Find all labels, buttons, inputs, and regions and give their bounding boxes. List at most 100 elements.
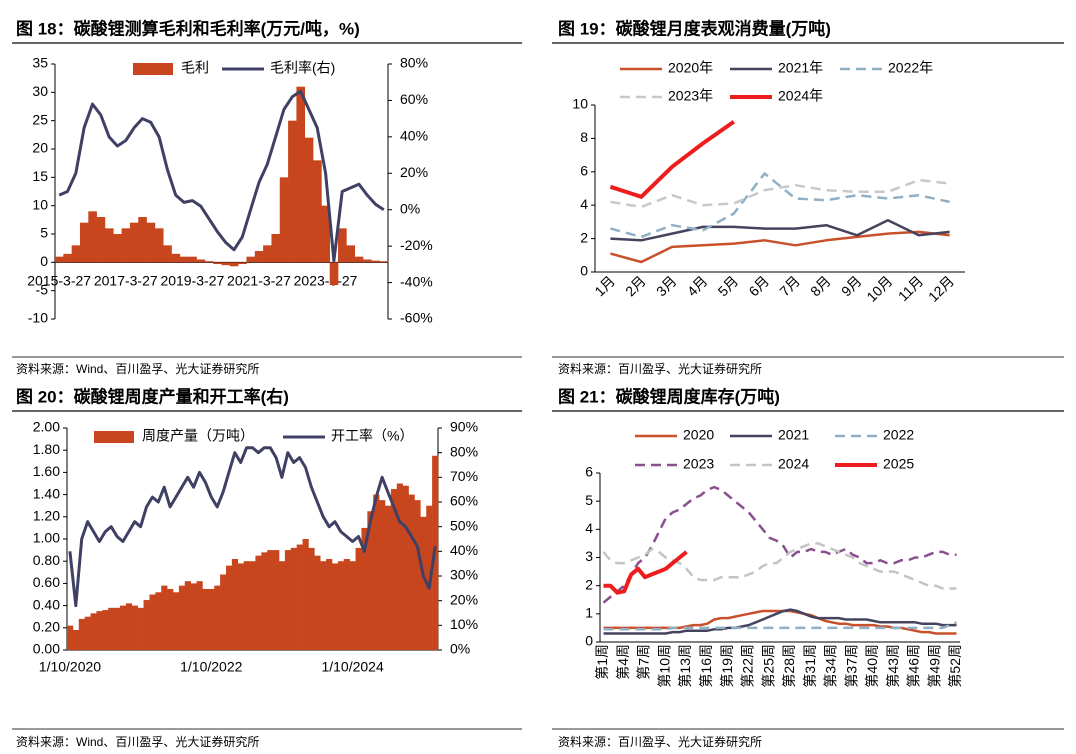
bar — [55, 256, 64, 263]
bar — [146, 222, 156, 263]
x-tick-label: 第34周 — [823, 644, 839, 688]
x-tick-label: 3月 — [653, 273, 680, 300]
bar — [379, 500, 386, 650]
bar — [302, 539, 309, 650]
line — [610, 230, 950, 264]
bar — [420, 516, 427, 650]
legend-label: 毛利 — [181, 60, 209, 76]
y2-tick-label: 20% — [450, 591, 478, 607]
line — [602, 542, 957, 590]
figure-title: 图 20：碳酸锂周度产量和开工率(右) — [16, 386, 289, 406]
bar — [149, 594, 156, 650]
legend-label: 2024年 — [778, 88, 823, 104]
x-tick-label: 第19周 — [719, 644, 735, 688]
y2-tick-label: 80% — [400, 55, 428, 71]
bar — [385, 505, 392, 650]
bar — [296, 86, 306, 263]
x-tick-label: 第25周 — [760, 644, 776, 688]
legend-label: 2021年 — [778, 60, 823, 76]
bar — [96, 217, 106, 263]
bar — [125, 603, 133, 650]
x-tick-label: 10月 — [863, 273, 895, 305]
bar — [78, 618, 85, 650]
bar — [208, 588, 215, 650]
y2-tick-label: -20% — [400, 237, 433, 253]
bar — [338, 228, 347, 263]
line — [603, 608, 957, 635]
bar — [84, 616, 91, 650]
x-tick-label: 5月 — [715, 273, 742, 300]
y-tick-label: 0 — [585, 633, 593, 649]
bar — [355, 547, 362, 650]
x-tick-label: 第52周 — [947, 644, 963, 688]
y-tick-label: 3 — [585, 548, 593, 564]
bar — [261, 552, 268, 650]
x-tick-label: 2月 — [622, 273, 649, 300]
x-tick-label: 第4周 — [615, 644, 631, 680]
x-tick-label: 7月 — [776, 273, 803, 300]
x-tick-label: 第31周 — [802, 644, 818, 688]
bar — [102, 610, 109, 650]
y2-tick-label: 70% — [450, 468, 478, 484]
bar — [114, 607, 121, 650]
y-tick-label: 1.80 — [33, 441, 60, 457]
legend-label: 开工率（%） — [331, 428, 413, 444]
x-tick-label: 第43周 — [885, 644, 901, 688]
x-tick-label: 第37周 — [843, 644, 859, 688]
bar — [273, 550, 280, 650]
y2-tick-label: -60% — [400, 310, 433, 326]
bar — [90, 613, 97, 650]
bar — [290, 547, 297, 650]
x-tick-label: 2019-3-27 — [160, 273, 224, 289]
x-tick-label: 9月 — [838, 273, 865, 300]
bar — [131, 605, 138, 650]
bar — [363, 259, 372, 263]
y-tick-label: 0.60 — [33, 574, 60, 590]
line — [610, 218, 950, 242]
bar — [267, 550, 274, 650]
bar — [71, 245, 81, 263]
y2-tick-label: 10% — [450, 616, 478, 632]
legend-swatch — [94, 431, 134, 443]
bar — [379, 261, 389, 263]
bar — [402, 485, 409, 650]
y-tick-label: 1.60 — [33, 463, 60, 479]
x-tick-label: 6月 — [745, 273, 772, 300]
bar — [337, 561, 345, 650]
x-tick-label: 第7周 — [636, 644, 652, 680]
bar — [361, 527, 368, 650]
bar — [271, 234, 281, 263]
bar — [190, 583, 197, 650]
y-tick-label: 4 — [580, 196, 588, 212]
bar — [108, 607, 115, 650]
bar — [304, 137, 314, 263]
y2-tick-label: 0% — [400, 200, 420, 216]
line — [603, 621, 957, 631]
figure-title: 图 19：碳酸锂月度表观消费量(万吨) — [558, 18, 831, 38]
y2-tick-label: 60% — [400, 91, 428, 107]
bar — [137, 607, 144, 650]
legend-label: 周度产量（万吨） — [142, 428, 254, 444]
x-tick-label: 1月 — [591, 273, 618, 300]
bar — [414, 500, 421, 650]
bar — [88, 211, 97, 263]
legend-label: 毛利率(右) — [270, 60, 335, 76]
bar — [63, 253, 72, 263]
bar — [143, 600, 150, 650]
y-tick-label: 25 — [32, 111, 48, 127]
bar — [173, 592, 180, 650]
bar — [326, 558, 333, 650]
y2-tick-label: 50% — [450, 517, 478, 533]
y-tick-label: 2 — [580, 229, 588, 245]
bar — [72, 630, 80, 650]
y-tick-label: 1.00 — [33, 530, 60, 546]
x-tick-label: 第1周 — [594, 644, 610, 680]
line — [610, 178, 950, 209]
legend-label: 2021 — [778, 427, 809, 443]
y-tick-label: 20 — [32, 140, 48, 156]
y-tick-label: 10 — [572, 96, 588, 112]
y-tick-label: 6 — [585, 464, 593, 480]
y2-tick-label: 30% — [450, 567, 478, 583]
bar — [238, 262, 247, 265]
